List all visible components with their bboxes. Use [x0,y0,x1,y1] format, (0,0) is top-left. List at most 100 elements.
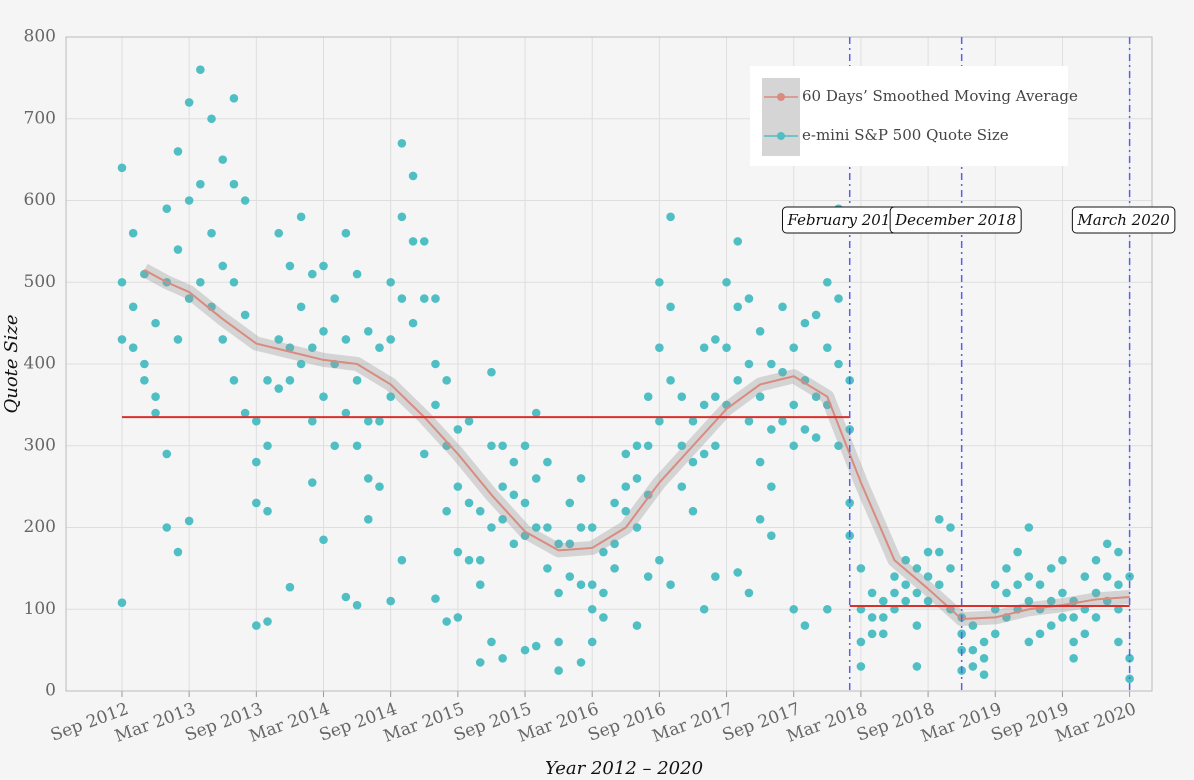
point [733,237,743,246]
point [1102,572,1112,581]
point [408,237,418,246]
point [453,547,463,557]
point [688,457,698,467]
point [128,343,138,352]
point [431,359,440,369]
point [722,277,731,287]
point [587,637,597,647]
legend-dot [777,93,785,101]
point [151,408,160,418]
point [319,261,328,271]
point [1002,588,1011,598]
y-tick-label: 100 [24,599,56,619]
point [509,539,519,549]
point [1035,580,1045,590]
point [834,359,843,369]
point [475,580,485,590]
point [744,359,754,369]
point [979,670,989,679]
point [464,555,474,565]
point [990,604,1000,614]
point [285,376,295,385]
point [475,555,485,565]
point [352,600,362,610]
point [923,547,933,557]
point [767,425,776,434]
point [285,582,295,592]
point [688,416,698,426]
point [946,564,955,573]
point [352,376,362,385]
point [1125,654,1134,663]
point [856,604,866,614]
point [419,237,429,246]
point [990,580,1000,590]
point [1114,580,1123,590]
point [274,384,284,393]
point [823,604,832,614]
point [655,343,664,352]
point [890,604,899,614]
point [565,498,575,508]
point [464,498,474,508]
point [912,588,922,598]
point [554,666,563,675]
point [1069,637,1078,647]
point [151,392,160,402]
point [386,596,395,606]
legend: 60 Days’ Smoothed Moving Average e-mini S… [750,66,1078,166]
point [330,294,340,303]
point [1058,555,1067,565]
point [789,343,799,352]
point [453,425,463,434]
point [621,449,631,459]
point [184,196,194,205]
point [923,572,933,581]
y-tick-label: 700 [24,108,56,128]
point [285,261,295,271]
point [901,555,910,565]
point [688,506,698,516]
point [330,441,340,451]
point [744,294,754,303]
point [823,277,832,287]
point [464,416,474,426]
point [162,204,172,213]
point [341,228,351,238]
point [140,359,149,369]
point [363,474,373,483]
point [923,596,933,606]
point [912,621,922,630]
point [867,588,877,598]
point [1091,588,1101,598]
y-tick-label: 800 [24,27,56,47]
point [778,367,787,377]
point [632,621,642,630]
point [386,392,395,402]
point [767,531,776,540]
point [543,457,552,467]
point [554,539,563,549]
point [1080,629,1090,639]
point [229,179,239,189]
point [599,547,608,557]
event-box [889,206,1022,234]
point [1069,654,1078,663]
point [823,343,832,352]
point [263,441,272,451]
point [520,441,530,451]
point [240,310,250,320]
point [934,547,944,557]
point [711,441,720,451]
point [531,523,541,532]
point [218,335,228,344]
point [990,629,1000,639]
point [890,588,899,598]
point [632,523,642,532]
y-tick-label: 400 [24,354,56,374]
point [509,490,519,500]
point [475,658,485,667]
point [117,335,127,344]
legend-dot [777,132,785,140]
point [677,392,687,402]
